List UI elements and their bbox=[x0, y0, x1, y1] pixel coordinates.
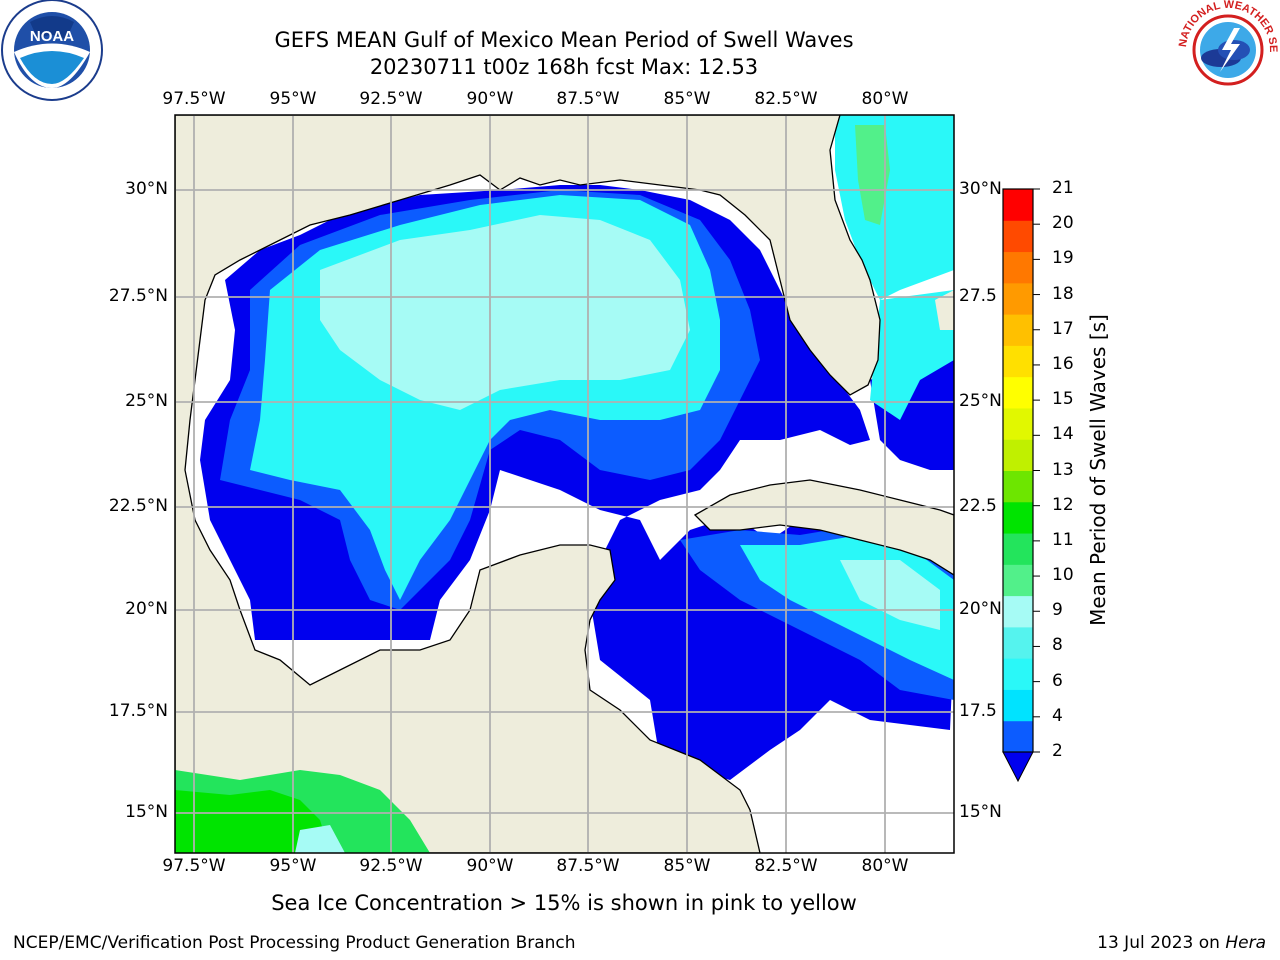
colorbar-segment bbox=[1003, 376, 1033, 409]
longitude-label: 82.5°W bbox=[754, 856, 818, 876]
colorbar-tick-label: 13 bbox=[1052, 459, 1074, 480]
colorbar-segment bbox=[1003, 595, 1033, 628]
longitude-label: 97.5°W bbox=[162, 89, 226, 109]
longitude-label: 90°W bbox=[466, 856, 514, 876]
latitude-label: 25°N bbox=[125, 391, 168, 411]
colorbar-tick-label: 10 bbox=[1052, 565, 1074, 586]
latitude-label: 20°N bbox=[959, 599, 1002, 619]
colorbar-tick-label: 17 bbox=[1052, 318, 1074, 339]
footer-credit: NCEP/EMC/Verification Post Processing Pr… bbox=[13, 933, 576, 953]
latitude-label: 25°N bbox=[959, 391, 1002, 411]
latitude-label: 22.5 bbox=[959, 496, 997, 516]
map-frame bbox=[174, 114, 955, 854]
longitude-label: 92.5°W bbox=[359, 89, 423, 109]
colorbar-tick-label: 6 bbox=[1052, 670, 1063, 691]
colorbar-tick-label: 11 bbox=[1052, 529, 1074, 550]
noaa-logo-text: NOAA bbox=[30, 28, 74, 45]
nws-logo: NATIONAL WEATHER SERVICE bbox=[1176, 0, 1279, 100]
longitude-label: 95°W bbox=[269, 89, 317, 109]
colorbar-segment bbox=[1003, 189, 1033, 221]
graticule bbox=[175, 115, 954, 853]
colorbar-segment bbox=[1003, 689, 1033, 722]
colorbar-segment bbox=[1003, 407, 1033, 440]
latitude-label: 22.5°N bbox=[108, 496, 168, 516]
noaa-logo: NOAA bbox=[1, 0, 103, 101]
longitude-label: 80°W bbox=[861, 856, 909, 876]
colorbar-segment bbox=[1003, 720, 1033, 753]
colorbar-segment bbox=[1003, 282, 1033, 315]
swell-band-pacific-10-11s bbox=[175, 790, 330, 853]
latitude-label: 17.5°N bbox=[108, 701, 168, 721]
colorbar-tick-label: 12 bbox=[1052, 494, 1074, 515]
colorbar-tick-label: 16 bbox=[1052, 353, 1074, 374]
colorbar-tick-label: 18 bbox=[1052, 283, 1074, 304]
latitude-label: 15°N bbox=[959, 802, 1002, 822]
colorbar-segment bbox=[1003, 533, 1033, 565]
longitude-label: 95°W bbox=[269, 856, 317, 876]
latitude-label: 15°N bbox=[125, 802, 168, 822]
colorbar-tick-label: 21 bbox=[1052, 178, 1074, 198]
colorbar-segment bbox=[1003, 470, 1033, 503]
colorbar-segment bbox=[1003, 345, 1033, 378]
colorbar-tick-label: 4 bbox=[1052, 705, 1063, 726]
longitude-label: 87.5°W bbox=[556, 856, 620, 876]
swell-band-caribbean-8-9s bbox=[840, 560, 940, 630]
latitude-label: 30°N bbox=[125, 179, 168, 199]
colorbar-segment bbox=[1003, 658, 1033, 690]
colorbar-tick-label: 2 bbox=[1052, 741, 1063, 761]
swell-band-atlantic-south-6-8s bbox=[870, 290, 954, 420]
colorbar-segment bbox=[1003, 220, 1033, 253]
colorbar-segment bbox=[1003, 439, 1033, 471]
latitude-label: 27.5°N bbox=[108, 286, 168, 306]
longitude-label: 80°W bbox=[861, 89, 909, 109]
colorbar-tick-label: 9 bbox=[1052, 600, 1063, 621]
colorbar-under-triangle bbox=[1002, 751, 1034, 783]
footer-date-text: 13 Jul 2023 on bbox=[1097, 933, 1226, 953]
colorbar-segment bbox=[1003, 501, 1033, 534]
longitude-label: 92.5°W bbox=[359, 856, 423, 876]
colorbar-segment bbox=[1003, 626, 1033, 659]
latitude-label: 30°N bbox=[959, 179, 1002, 199]
footer-date: 13 Jul 2023 on Hera bbox=[1097, 933, 1266, 953]
colorbar-segment bbox=[1003, 314, 1033, 346]
latitude-label: 20°N bbox=[125, 599, 168, 619]
longitude-label: 82.5°W bbox=[754, 89, 818, 109]
latitude-label: 17.5 bbox=[959, 701, 997, 721]
colorbar-tick-label: 19 bbox=[1052, 248, 1074, 269]
colorbar-tick-label: 15 bbox=[1052, 389, 1074, 410]
longitude-label: 97.5°W bbox=[162, 856, 226, 876]
colorbar-tick-label: 8 bbox=[1052, 635, 1063, 656]
land-cuba bbox=[693, 479, 954, 576]
footer-host: Hera bbox=[1225, 933, 1266, 953]
colorbar-tick-label: 14 bbox=[1052, 424, 1074, 445]
sea-ice-note: Sea Ice Concentration > 15% is shown in … bbox=[271, 891, 857, 915]
colorbar-segment bbox=[1003, 251, 1033, 284]
longitude-label: 85°W bbox=[663, 856, 711, 876]
swell-band-9-10s bbox=[855, 125, 890, 225]
swell-band-8-9s bbox=[320, 215, 690, 410]
longitude-label: 90°W bbox=[466, 89, 514, 109]
colorbar-tick-label: 20 bbox=[1052, 213, 1074, 234]
chart-subtitle-run: 20230711 t00z 168h fcst Max: 12.53 bbox=[369, 55, 759, 79]
latitude-label: 27.5 bbox=[959, 286, 997, 306]
colorbar-segment bbox=[1003, 564, 1033, 597]
land-bahamas-florida-keys bbox=[935, 290, 954, 330]
longitude-label: 85°W bbox=[663, 89, 711, 109]
chart-title: GEFS MEAN Gulf of Mexico Mean Period of … bbox=[274, 28, 854, 52]
swell-band-pacific-8-9s bbox=[295, 825, 345, 853]
longitude-label: 87.5°W bbox=[556, 89, 620, 109]
colorbar-label: Mean Period of Swell Waves [s] bbox=[1086, 314, 1110, 626]
